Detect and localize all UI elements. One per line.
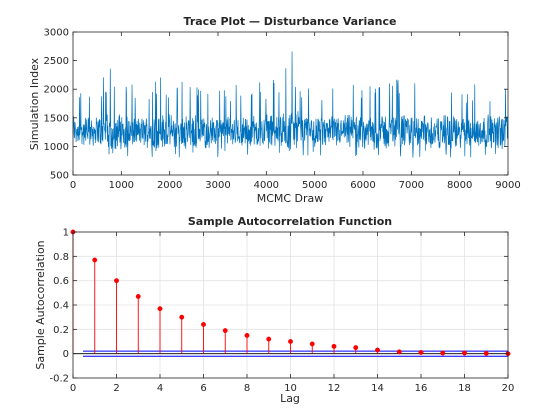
- acf-plot-frame: [72, 231, 509, 379]
- acf-stem-marker: [201, 322, 206, 327]
- x-tick-label: 18: [458, 383, 471, 394]
- y-tick-label: 0.6: [53, 276, 69, 287]
- y-tick-label: 3000: [44, 28, 69, 39]
- acf-stem-marker: [266, 336, 272, 342]
- x-tick-label: 9000: [495, 180, 520, 191]
- x-tick-label: 14: [371, 383, 384, 394]
- acf-stem-marker: [288, 339, 293, 344]
- acf-stem-marker: [135, 294, 141, 299]
- x-tick-label: 12: [328, 383, 341, 394]
- acf-stem-marker: [179, 314, 185, 320]
- y-tick-label: 2000: [44, 85, 69, 96]
- trace-plot-y-axis-label: Simulation Index: [28, 57, 41, 150]
- acf-plot-y-axis-label: Sample Autocorrelation: [34, 240, 47, 369]
- x-tick-label: 6000: [350, 180, 375, 191]
- x-tick-label: 10: [284, 383, 297, 394]
- x-tick-label: 3000: [205, 180, 230, 191]
- y-tick-label: 1000: [44, 142, 69, 153]
- y-tick-label: 1: [63, 228, 69, 239]
- acf-stem-marker: [483, 350, 489, 356]
- acf-stem-marker: [309, 341, 315, 347]
- y-tick-label: 1500: [44, 113, 69, 124]
- acf-stem-marker: [157, 306, 163, 312]
- trace-plot-x-axis-label: MCMC Draw: [257, 192, 324, 205]
- x-tick-label: 7000: [399, 180, 424, 191]
- acf-stem-marker: [396, 349, 402, 355]
- acf-stem-marker: [418, 350, 424, 355]
- acf-stem-marker: [462, 350, 467, 356]
- y-tick-label: 0.2: [53, 325, 69, 336]
- x-tick-label: 4: [157, 383, 163, 394]
- acf-stem-marker: [331, 343, 337, 349]
- x-tick-label: 8000: [447, 180, 472, 191]
- y-tick-label: 2500: [44, 56, 69, 67]
- acf-plot-title: Sample Autocorrelation Function: [188, 215, 392, 228]
- trace-series-line: [72, 51, 509, 158]
- x-tick-label: 2: [113, 383, 119, 394]
- y-tick-label: 500: [50, 171, 69, 182]
- x-tick-label: 0: [70, 180, 76, 191]
- y-tick-label: 0: [63, 349, 69, 360]
- y-tick-label: 0.4: [53, 301, 69, 312]
- x-tick-label: 0: [70, 383, 76, 394]
- acf-plot-axes: Sample Autocorrelation Function Lag Samp…: [34, 215, 514, 405]
- acf-stem-marker: [244, 332, 250, 338]
- x-tick-label: 16: [415, 383, 428, 394]
- x-tick-label: 20: [502, 383, 515, 394]
- x-tick-label: 5000: [302, 180, 327, 191]
- acf-stem-marker: [92, 257, 98, 263]
- acf-stem-marker: [114, 278, 119, 284]
- x-tick-label: 8: [244, 383, 250, 394]
- acf-stem-marker: [353, 345, 359, 351]
- x-tick-label: 6: [200, 383, 206, 394]
- trace-plot-axes: Trace Plot — Disturbance Variance MCMC D…: [28, 15, 521, 205]
- trace-plot-frame: [72, 31, 509, 176]
- x-tick-label: 2000: [157, 180, 182, 191]
- acf-plot-x-axis-label: Lag: [280, 392, 300, 405]
- trace-plot-title: Trace Plot — Disturbance Variance: [184, 15, 397, 28]
- acf-stem-marker: [222, 328, 228, 333]
- y-tick-label: 0.8: [53, 252, 69, 263]
- acf-stem-marker: [375, 347, 380, 353]
- y-tick-label: -0.2: [49, 374, 69, 385]
- x-tick-label: 4000: [254, 180, 279, 191]
- acf-stem-marker: [440, 350, 446, 356]
- x-tick-label: 1000: [109, 180, 134, 191]
